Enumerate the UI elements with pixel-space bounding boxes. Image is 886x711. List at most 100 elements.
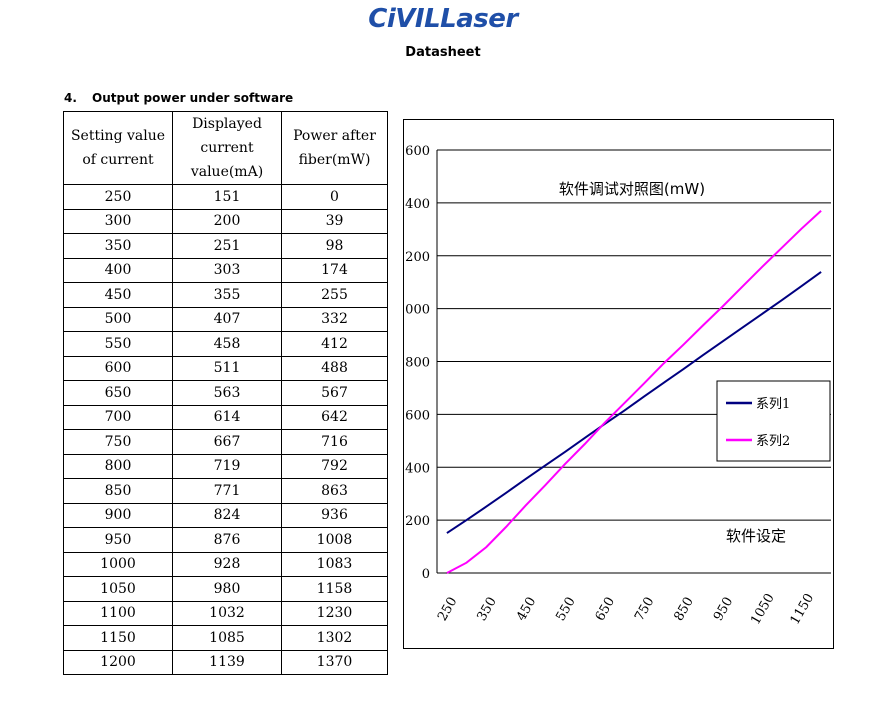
table-row: 250 151 0: [63, 184, 388, 210]
cell-displayed-current: 928: [172, 551, 282, 577]
cell-displayed-current: 980: [172, 576, 282, 602]
x-tick-label: 250: [435, 595, 460, 624]
company-logo: CiVILLaser: [368, 4, 518, 34]
table-row: 650 563 567: [63, 380, 388, 406]
cell-power: 936: [281, 502, 388, 528]
table-row: 900 824 936: [63, 502, 388, 528]
y-tick-label: 1200: [404, 250, 430, 265]
cell-power: 1083: [281, 551, 388, 577]
cell-displayed-current: 355: [172, 282, 282, 308]
cell-displayed-current: 200: [172, 208, 282, 234]
table-row: 950 876 1008: [63, 527, 388, 553]
cell-setting-current: 1050: [63, 576, 173, 602]
header-setting-current: Setting value of current: [63, 111, 173, 185]
cell-power: 863: [281, 478, 388, 504]
cell-displayed-current: 1032: [172, 600, 282, 626]
cell-displayed-current: 151: [172, 184, 282, 210]
x-tick-label: 750: [632, 595, 657, 624]
cell-displayed-current: 251: [172, 233, 282, 259]
y-tick-label: 600: [405, 408, 430, 423]
cell-power: 792: [281, 453, 388, 479]
legend-label-1: 系列1: [756, 397, 790, 412]
cell-setting-current: 400: [63, 257, 173, 283]
table-row: 300 200 39: [63, 208, 388, 234]
section-title: Output power under software: [92, 91, 294, 105]
cell-setting-current: 800: [63, 453, 173, 479]
table-row: 450 355 255: [63, 282, 388, 308]
cell-setting-current: 500: [63, 306, 173, 332]
cell-power: 174: [281, 257, 388, 283]
y-tick-label: 1000: [404, 303, 430, 318]
x-tick-label: 850: [672, 595, 697, 624]
y-tick-label: 800: [405, 356, 430, 371]
x-axis-label: 软件设定: [726, 527, 786, 545]
cell-setting-current: 250: [63, 184, 173, 210]
table-row: 1200 1139 1370: [63, 649, 388, 675]
cell-setting-current: 550: [63, 331, 173, 357]
y-tick-label: 200: [405, 514, 430, 529]
power-chart: 0 200 400 600 800 1000 1200 1400 1600 250 350 450 55…: [403, 119, 834, 649]
cell-power: 488: [281, 355, 388, 381]
cell-power: 412: [281, 331, 388, 357]
cell-displayed-current: 511: [172, 355, 282, 381]
y-tick-label: 1600: [404, 144, 430, 159]
series-line-1: [446, 271, 822, 534]
chart-title: 软件调试对照图(mW): [559, 180, 705, 198]
cell-setting-current: 1150: [63, 625, 173, 651]
cell-setting-current: 900: [63, 502, 173, 528]
cell-power: 1230: [281, 600, 388, 626]
cell-setting-current: 650: [63, 380, 173, 406]
table-row: 700 614 642: [63, 404, 388, 430]
cell-displayed-current: 771: [172, 478, 282, 504]
cell-power: 642: [281, 404, 388, 430]
table-row: 1100 1032 1230: [63, 600, 388, 626]
cell-power: 1370: [281, 649, 388, 675]
document-title: Datasheet: [405, 45, 481, 60]
x-tick-label: 550: [553, 595, 578, 624]
x-tick-label: 1050: [748, 591, 778, 627]
cell-setting-current: 850: [63, 478, 173, 504]
cell-power: 567: [281, 380, 388, 406]
table-row: 1000 928 1083: [63, 551, 388, 577]
cell-power: 39: [281, 208, 388, 234]
table-row: 550 458 412: [63, 331, 388, 357]
cell-displayed-current: 1085: [172, 625, 282, 651]
cell-setting-current: 1100: [63, 600, 173, 626]
legend-label-2: 系列2: [756, 434, 790, 449]
y-tick-label: 400: [405, 461, 430, 476]
cell-displayed-current: 303: [172, 257, 282, 283]
section-number: 4.: [64, 91, 77, 105]
table-header-row: Setting value of current Displayed curre…: [63, 111, 388, 185]
x-tick-label: 450: [514, 595, 539, 624]
cell-setting-current: 450: [63, 282, 173, 308]
cell-power: 716: [281, 429, 388, 455]
legend-box: [716, 380, 831, 462]
cell-power: 1158: [281, 576, 388, 602]
cell-setting-current: 1200: [63, 649, 173, 675]
table-row: 800 719 792: [63, 453, 388, 479]
chart-svg: 0 200 400 600 800 1000 1200 1400 1600 250 350 450 55…: [404, 144, 831, 627]
cell-displayed-current: 876: [172, 527, 282, 553]
table-row: 1050 980 1158: [63, 576, 388, 602]
cell-displayed-current: 824: [172, 502, 282, 528]
output-power-table: Setting value of current Displayed curre…: [63, 111, 388, 675]
cell-power: 255: [281, 282, 388, 308]
cell-setting-current: 1000: [63, 551, 173, 577]
cell-setting-current: 750: [63, 429, 173, 455]
x-tick-label: 950: [711, 595, 736, 624]
cell-displayed-current: 614: [172, 404, 282, 430]
cell-displayed-current: 719: [172, 453, 282, 479]
y-tick-label: 1400: [404, 197, 430, 212]
header-power-after-fiber: Power after fiber(mW): [281, 111, 388, 185]
cell-power: 98: [281, 233, 388, 259]
cell-displayed-current: 458: [172, 331, 282, 357]
cell-displayed-current: 1139: [172, 649, 282, 675]
section-heading: 4. Output power under software: [64, 91, 293, 105]
x-tick-label: 650: [593, 595, 618, 624]
header-displayed-current: Displayed current value(mA): [172, 111, 282, 185]
cell-setting-current: 700: [63, 404, 173, 430]
series-line-2: [446, 210, 822, 574]
table-row: 350 251 98: [63, 233, 388, 259]
cell-displayed-current: 667: [172, 429, 282, 455]
cell-power: 1302: [281, 625, 388, 651]
